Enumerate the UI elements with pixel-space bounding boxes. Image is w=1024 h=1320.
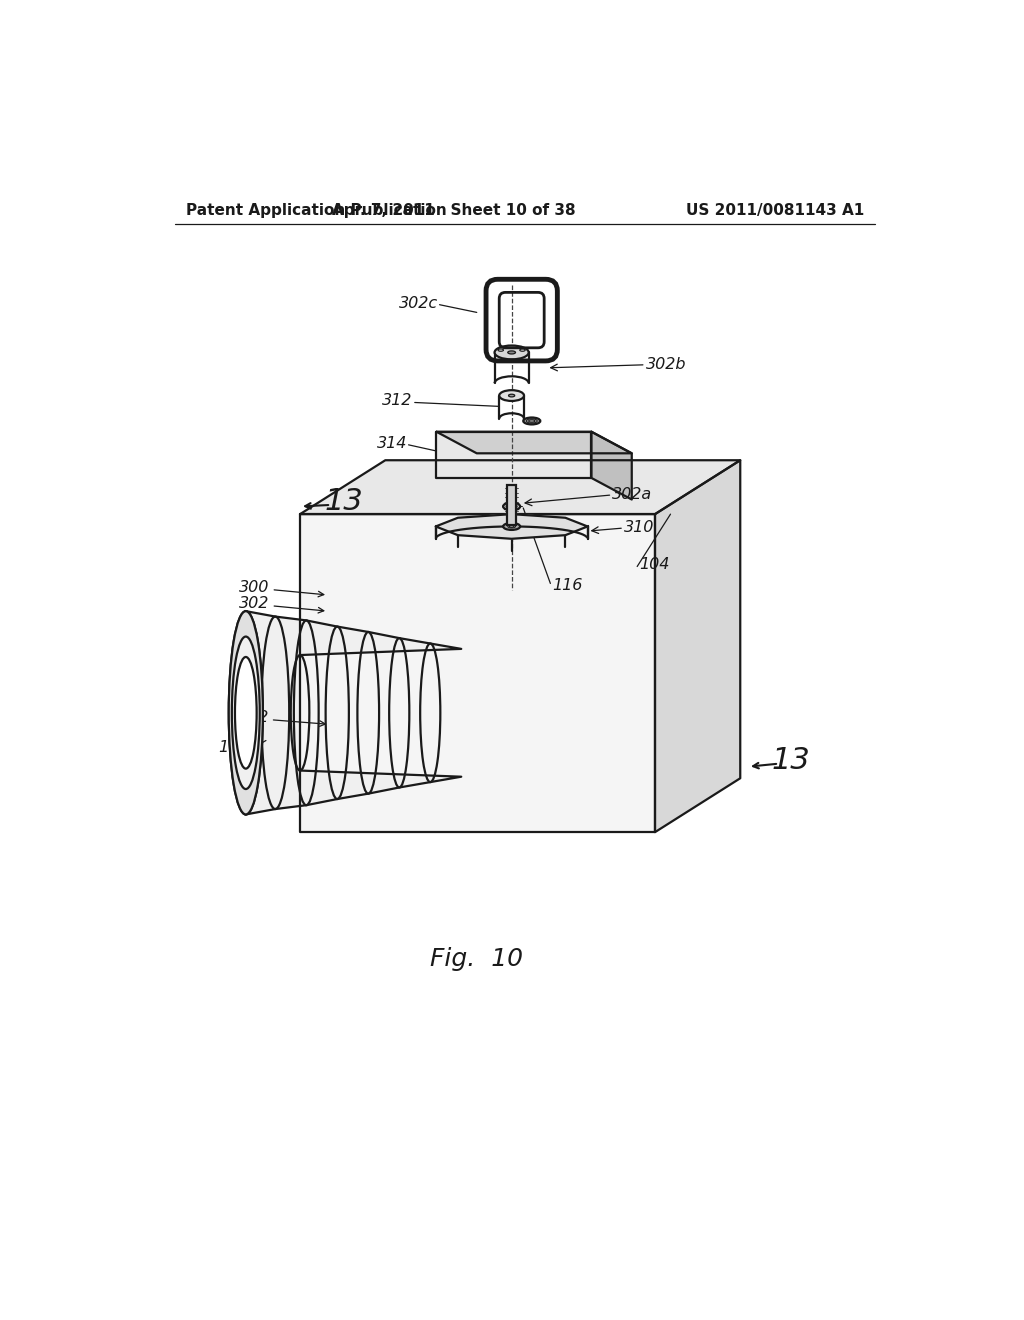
Ellipse shape — [503, 503, 520, 511]
Polygon shape — [655, 461, 740, 832]
Polygon shape — [246, 611, 461, 814]
Ellipse shape — [500, 391, 524, 401]
Ellipse shape — [506, 504, 517, 508]
Text: 314: 314 — [377, 436, 407, 451]
Polygon shape — [300, 461, 740, 515]
Text: 312: 312 — [382, 393, 413, 408]
Polygon shape — [592, 432, 632, 499]
Text: 116: 116 — [553, 578, 583, 593]
Ellipse shape — [498, 348, 504, 351]
Text: 104: 104 — [640, 557, 670, 573]
Ellipse shape — [231, 636, 260, 789]
Text: 310: 310 — [624, 520, 654, 536]
Text: Patent Application Publication: Patent Application Publication — [186, 203, 446, 218]
Text: 302: 302 — [240, 595, 270, 611]
Ellipse shape — [509, 395, 515, 397]
Polygon shape — [300, 515, 655, 832]
Text: 13: 13 — [771, 746, 810, 775]
Text: 300: 300 — [240, 579, 270, 595]
Polygon shape — [436, 432, 592, 478]
Ellipse shape — [495, 346, 528, 359]
Ellipse shape — [234, 657, 257, 768]
Ellipse shape — [523, 417, 541, 425]
Polygon shape — [436, 432, 632, 453]
Text: Apr. 7, 2011   Sheet 10 of 38: Apr. 7, 2011 Sheet 10 of 38 — [332, 203, 575, 218]
Polygon shape — [435, 515, 588, 539]
Ellipse shape — [508, 351, 515, 354]
Text: 302c: 302c — [399, 296, 438, 310]
Text: 112: 112 — [218, 741, 248, 755]
Text: 102: 102 — [239, 710, 269, 725]
Text: US 2011/0081143 A1: US 2011/0081143 A1 — [686, 203, 864, 218]
Ellipse shape — [228, 611, 263, 814]
Polygon shape — [507, 484, 516, 525]
Text: 13: 13 — [324, 487, 362, 516]
Text: Fig.  10: Fig. 10 — [430, 948, 523, 972]
Text: 302a: 302a — [612, 487, 652, 503]
Ellipse shape — [503, 523, 520, 529]
Text: 302b: 302b — [646, 358, 686, 372]
Ellipse shape — [520, 348, 525, 351]
